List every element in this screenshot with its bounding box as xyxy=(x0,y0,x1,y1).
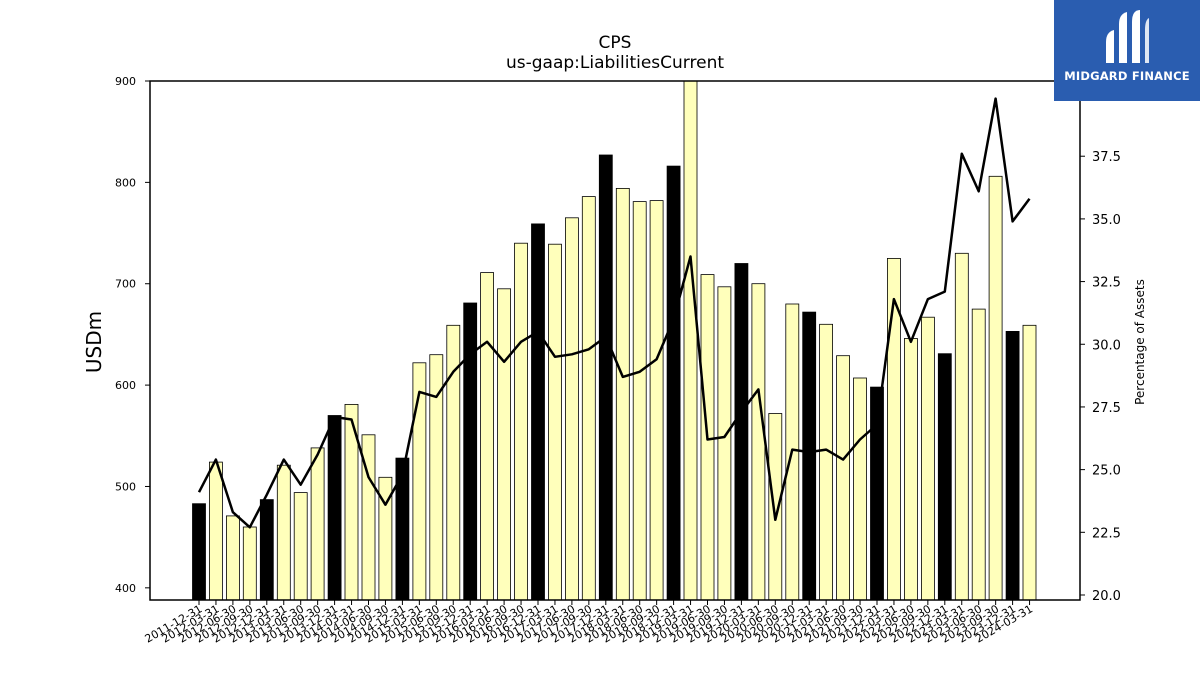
bar-2023-06-30 xyxy=(971,308,986,601)
bar-2012-06-30 xyxy=(225,515,240,601)
y-tick-label: 900 xyxy=(115,75,136,88)
brand-logo-icon xyxy=(1106,10,1149,63)
chart-title: CPS xyxy=(599,33,632,53)
y-tick-label: 500 xyxy=(115,480,136,493)
bar-2022-06-30 xyxy=(904,338,918,601)
plot-frame xyxy=(149,80,1081,601)
bar-2014-12-31 xyxy=(395,457,410,601)
y-tick-label: 700 xyxy=(115,278,136,291)
bar-2018-06-30 xyxy=(632,201,647,601)
bar-2012-09-30 xyxy=(242,526,257,601)
bar-2012-03-31 xyxy=(208,461,223,601)
bar-2017-12-31 xyxy=(598,154,613,601)
y-tick-label: 800 xyxy=(115,176,136,189)
percentage-line-series xyxy=(197,97,1031,529)
bar-2021-03-31 xyxy=(819,323,833,601)
y-tick-label: 400 xyxy=(115,582,136,595)
bar-2019-09-30 xyxy=(717,286,732,601)
bar-2016-03-31 xyxy=(480,272,495,601)
bar-2013-06-30 xyxy=(293,492,308,601)
y2-tick-label: 22.5 xyxy=(1092,526,1121,541)
chart-subtitle: us-gaap:LiabilitiesCurrent xyxy=(506,53,724,73)
bar-2015-12-31 xyxy=(463,302,478,601)
bar-2018-09-30 xyxy=(649,200,664,601)
bar-2019-03-31 xyxy=(683,80,698,601)
bar-2020-12-31 xyxy=(802,311,817,601)
bar-2015-03-31 xyxy=(412,362,427,601)
bar-2020-03-31 xyxy=(751,283,766,601)
axes: 400 500 600 700 800 900 20.0 22.5 25.0 27.5 30.0 32… xyxy=(115,75,1121,646)
bar-2016-09-30 xyxy=(514,242,528,601)
bar-2021-06-30 xyxy=(836,355,850,601)
bar-2013-03-31 xyxy=(276,464,291,601)
bar-2016-06-30 xyxy=(497,288,512,601)
brand-logo: MIDGARD FINANCE xyxy=(1054,0,1200,101)
bar-2023-03-31 xyxy=(954,252,969,601)
bar-2017-09-30 xyxy=(581,196,596,601)
bar-2023-12-31 xyxy=(1005,330,1020,601)
y2-tick-label: 20.0 xyxy=(1092,589,1121,604)
y2-tick-label: 30.0 xyxy=(1092,338,1121,353)
bar-2019-12-31 xyxy=(734,263,749,601)
y-axis-label: USDm xyxy=(82,311,106,373)
bar-2023-09-30 xyxy=(988,175,1003,601)
y-tick-label: 600 xyxy=(115,379,136,392)
y2-tick-label: 37.5 xyxy=(1092,150,1121,165)
bar-2012-12-31 xyxy=(259,499,274,601)
y2-tick-label: 27.5 xyxy=(1092,401,1121,416)
y2-tick-label: 25.0 xyxy=(1092,464,1121,479)
bar-2020-06-30 xyxy=(768,413,783,601)
percentage-of-assets-line xyxy=(197,97,1031,529)
y2-tick-label: 35.0 xyxy=(1092,213,1121,228)
bar-2018-03-31 xyxy=(615,187,630,601)
bar-2024-03-31 xyxy=(1022,324,1037,601)
bar-2021-09-30 xyxy=(853,377,867,601)
bar-2017-06-30 xyxy=(565,217,579,601)
y2-axis-label: Percentage of Assets xyxy=(1133,279,1147,405)
bar-2013-12-31 xyxy=(327,415,342,601)
brand-name: MIDGARD FINANCE xyxy=(1064,69,1190,83)
bar-2017-03-31 xyxy=(548,243,562,601)
bar-2022-12-31 xyxy=(937,353,952,601)
bar-2018-12-31 xyxy=(666,165,681,601)
y2-tick-label: 32.5 xyxy=(1092,276,1121,291)
bar-2016-12-31 xyxy=(531,223,545,601)
bar-2013-09-30 xyxy=(310,447,325,601)
bar-2011-12-31 xyxy=(192,503,206,601)
bar-2022-09-30 xyxy=(921,316,935,601)
